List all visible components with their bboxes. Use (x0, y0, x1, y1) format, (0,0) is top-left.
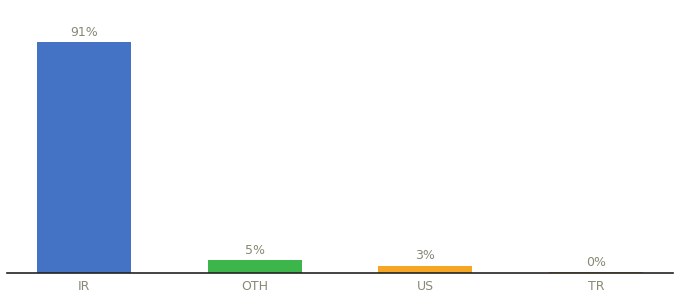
Bar (378, 266, 472, 273)
Text: 3%: 3% (415, 250, 435, 262)
Text: 0%: 0% (586, 256, 606, 269)
Bar (549, 272, 643, 273)
Text: 91%: 91% (70, 26, 98, 39)
Bar (208, 260, 302, 273)
Bar (37, 42, 131, 273)
Text: 5%: 5% (245, 244, 265, 257)
